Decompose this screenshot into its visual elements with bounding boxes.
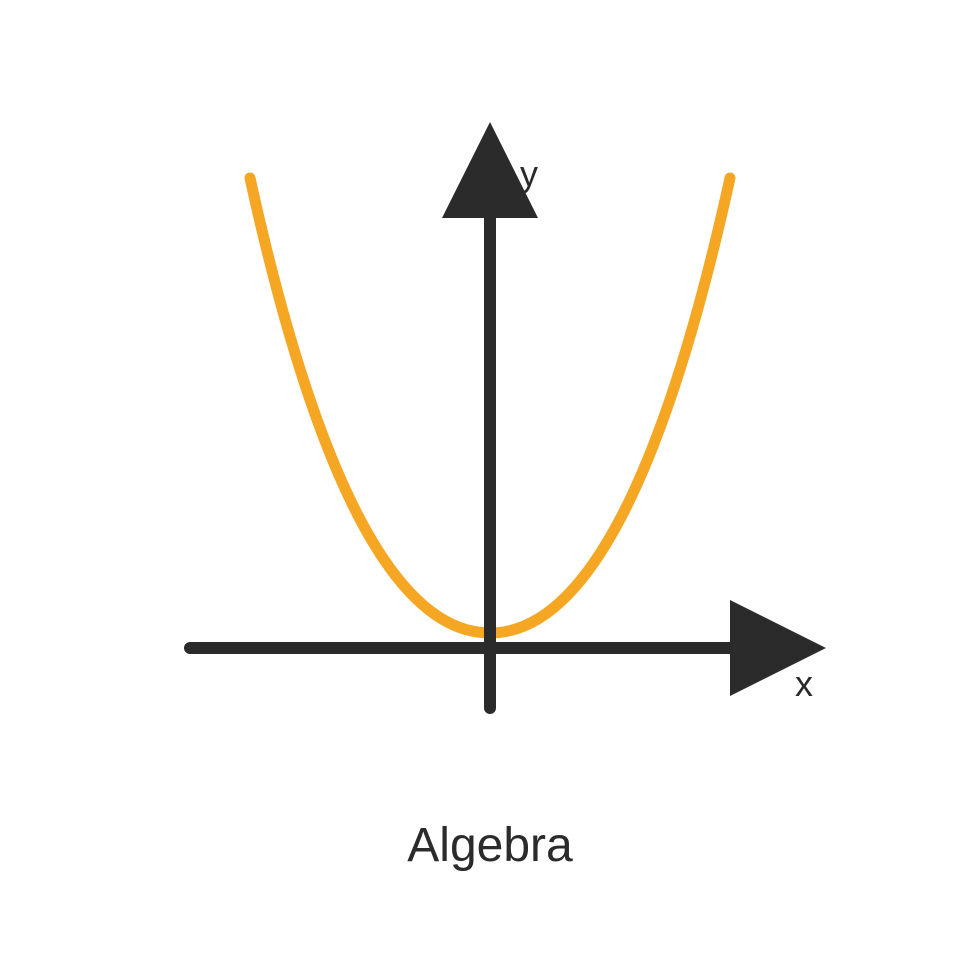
algebra-diagram: y x (140, 108, 840, 808)
diagram-caption: Algebra (407, 818, 572, 873)
y-axis-label: y (520, 153, 538, 195)
x-axis-label: x (795, 663, 813, 705)
coordinate-system-svg (140, 108, 840, 808)
